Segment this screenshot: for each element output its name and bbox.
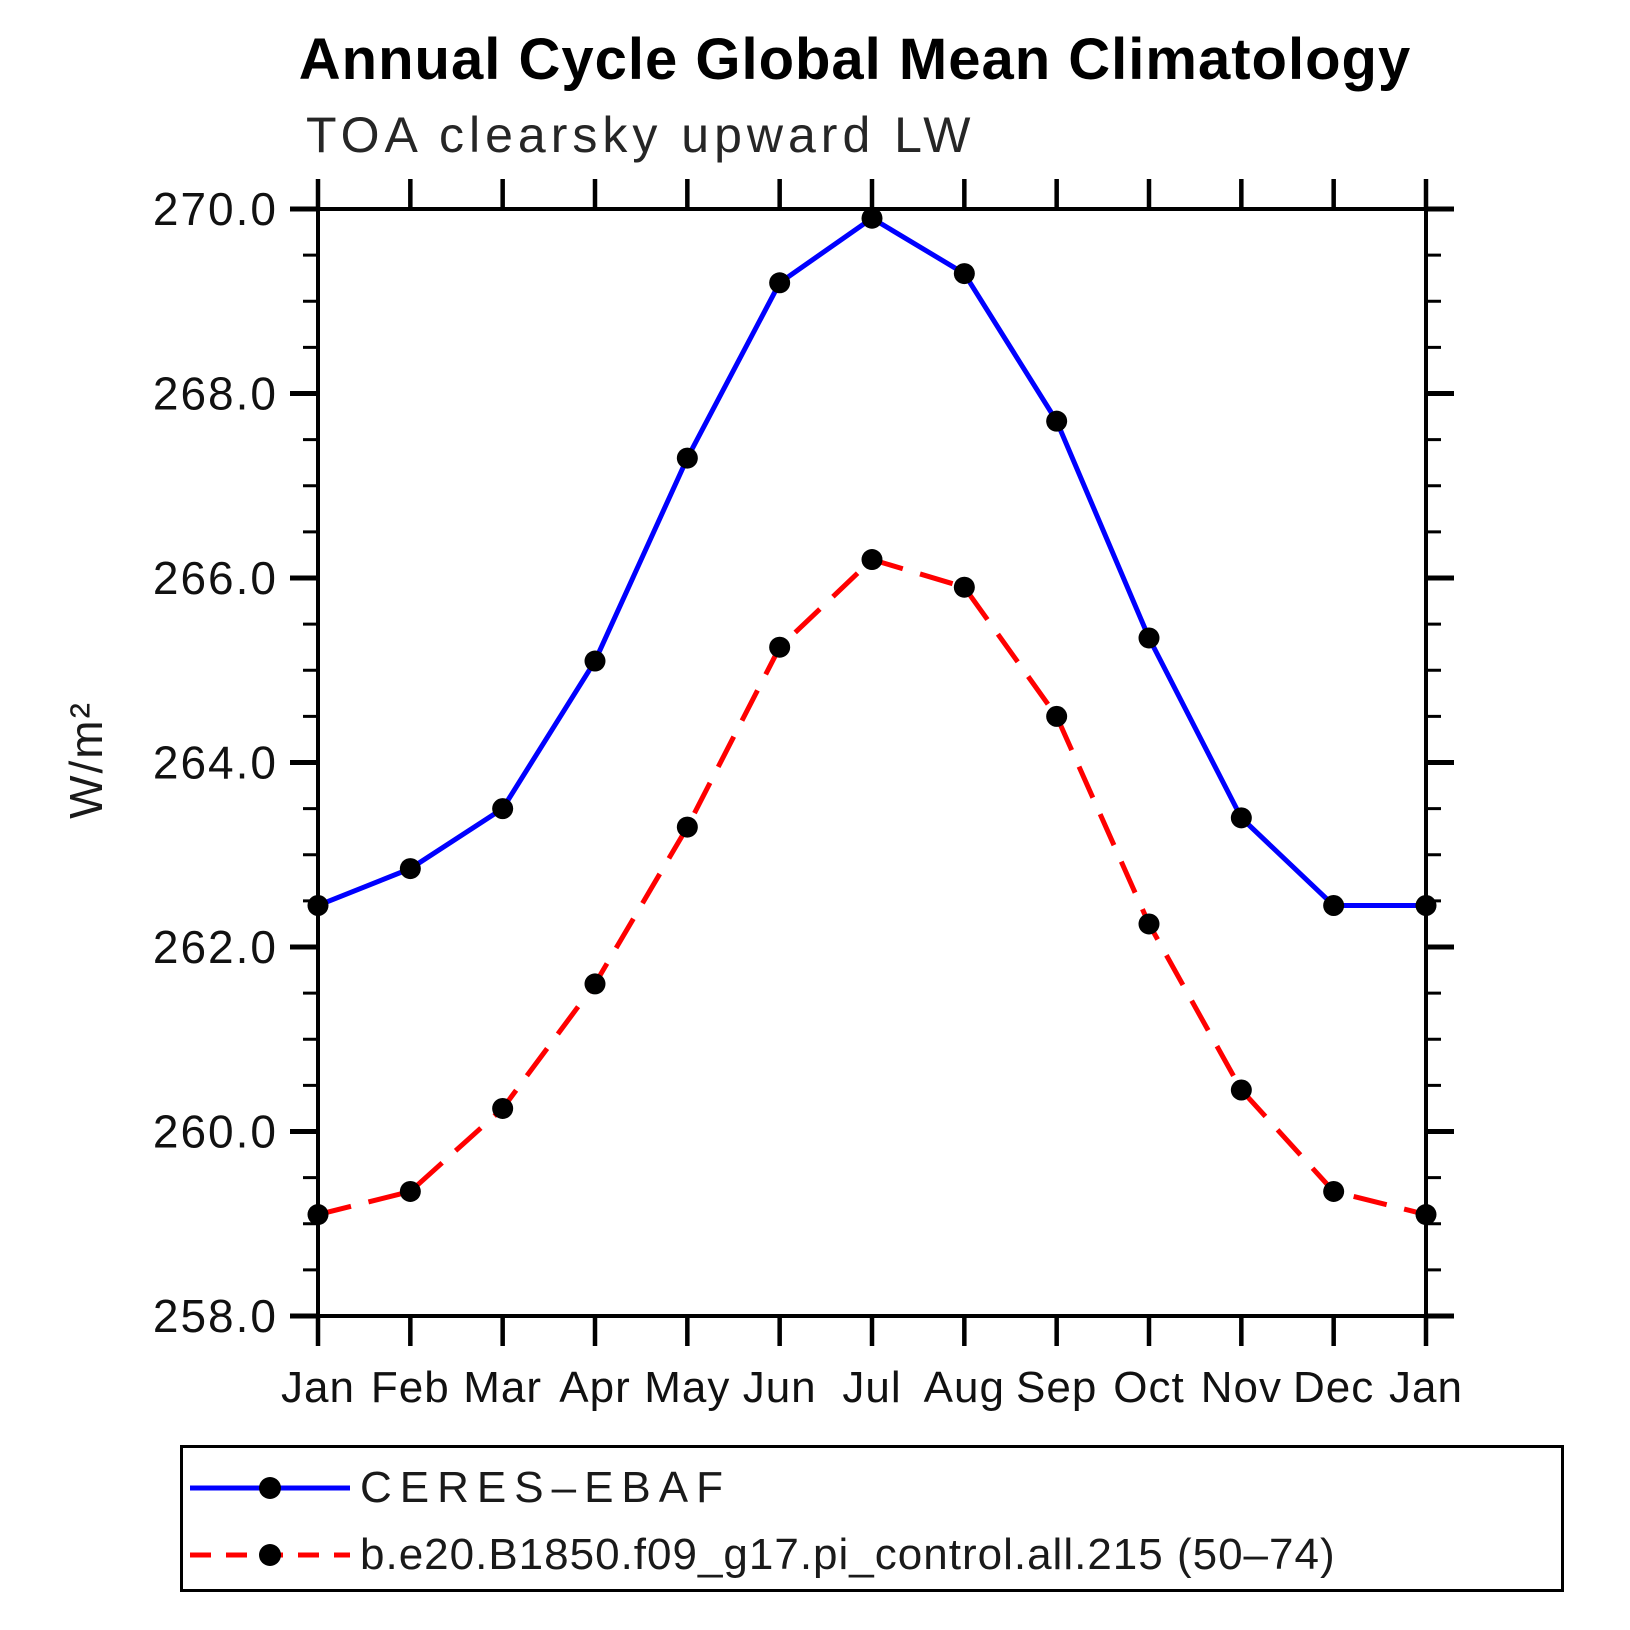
series-ceres bbox=[307, 207, 1437, 916]
data-point-marker bbox=[861, 549, 883, 571]
data-point-marker bbox=[1323, 894, 1345, 916]
series-model bbox=[307, 549, 1437, 1226]
x-tick-label: Jan bbox=[1389, 1363, 1463, 1412]
data-point-marker bbox=[676, 816, 698, 838]
legend-line-solid-icon bbox=[190, 1477, 350, 1499]
data-point-marker bbox=[769, 272, 791, 294]
data-point-marker bbox=[307, 1204, 329, 1226]
x-tick-label: Jan bbox=[281, 1363, 355, 1412]
x-tick-label: Dec bbox=[1293, 1363, 1374, 1412]
x-tick-label: May bbox=[644, 1363, 730, 1412]
data-point-marker bbox=[676, 447, 698, 469]
data-point-marker bbox=[492, 1097, 514, 1119]
x-tick-label: Feb bbox=[371, 1363, 450, 1412]
data-point-marker bbox=[1323, 1180, 1345, 1202]
data-point-marker bbox=[584, 973, 606, 995]
legend-row-model: b.e20.B1850.f09_g17.pi_control.all.215 (… bbox=[188, 1530, 1336, 1579]
legend-label-ceres: CERES–EBAF bbox=[360, 1463, 731, 1512]
x-tick-label: Mar bbox=[463, 1363, 542, 1412]
data-point-marker bbox=[1415, 894, 1437, 916]
x-tick-label: Aug bbox=[924, 1363, 1005, 1412]
data-point-marker bbox=[953, 263, 975, 285]
legend-label-model: b.e20.B1850.f09_g17.pi_control.all.215 (… bbox=[360, 1530, 1336, 1579]
data-point-marker bbox=[307, 894, 329, 916]
y-tick-label: 266.0 bbox=[153, 552, 278, 604]
data-point-marker bbox=[492, 798, 514, 820]
legend-box: CERES–EBAF b.e20.B1850.f09_g17.pi_contro… bbox=[180, 1445, 1564, 1592]
plot-frame bbox=[316, 207, 1428, 1318]
y-tick-label: 270.0 bbox=[153, 183, 278, 235]
data-point-marker bbox=[769, 636, 791, 658]
data-point-marker bbox=[1138, 913, 1160, 935]
y-tick-label: 268.0 bbox=[153, 368, 278, 420]
data-point-marker bbox=[1230, 807, 1252, 829]
y-tick-label: 258.0 bbox=[153, 1290, 278, 1342]
x-tick-label: Nov bbox=[1201, 1363, 1282, 1412]
data-point-marker bbox=[1230, 1079, 1252, 1101]
data-point-marker bbox=[1046, 410, 1068, 432]
data-point-marker bbox=[953, 576, 975, 598]
chart-title: Annual Cycle Global Mean Climatology bbox=[298, 27, 1412, 92]
data-point-marker bbox=[584, 650, 606, 672]
data-point-marker bbox=[399, 858, 421, 880]
x-tick-label: Jun bbox=[743, 1363, 817, 1412]
x-tick-label: Sep bbox=[1016, 1363, 1097, 1412]
data-point-marker bbox=[861, 207, 883, 229]
legend-line-dashed-icon bbox=[190, 1544, 350, 1566]
y-tick-label: 262.0 bbox=[153, 921, 278, 973]
x-tick-label: Apr bbox=[559, 1363, 630, 1412]
x-axis: Jan Feb Mar Apr May Jun Jul Aug Sep Oct Nov Dec Jan bbox=[281, 179, 1463, 1412]
chart-subtitle: TOA clearsky upward LW bbox=[306, 107, 976, 163]
y-axis: 270.0 268.0 266.0 264.0 262.0 260.0 258.0 bbox=[153, 183, 1454, 1342]
data-point-marker bbox=[1046, 705, 1068, 727]
data-point-marker bbox=[1138, 627, 1160, 649]
data-point-marker bbox=[399, 1180, 421, 1202]
x-tick-label: Oct bbox=[1113, 1363, 1184, 1412]
legend-row-ceres: CERES–EBAF bbox=[188, 1463, 731, 1512]
y-tick-label: 264.0 bbox=[153, 737, 278, 789]
y-tick-label: 260.0 bbox=[153, 1106, 278, 1158]
data-point-marker bbox=[1415, 1204, 1437, 1226]
x-tick-label: Jul bbox=[842, 1363, 901, 1412]
